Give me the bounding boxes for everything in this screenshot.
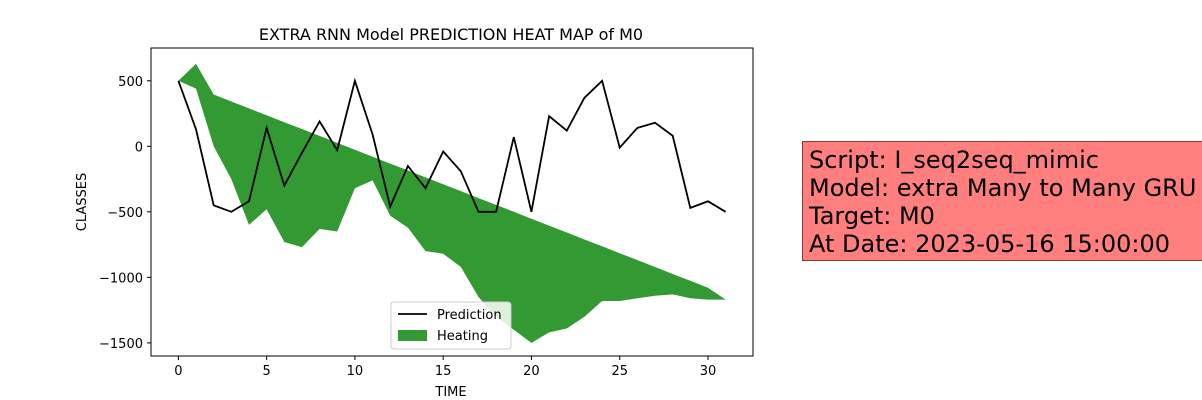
x-tick-label: 25	[611, 364, 628, 379]
info-date: At Date: 2023-05-16 15:00:00	[809, 230, 1171, 258]
info-script: Script: I_seq2seq_mimic	[809, 146, 1099, 174]
chart-title: EXTRA RNN Model PREDICTION HEAT MAP of M…	[259, 25, 643, 44]
legend-heating-label: Heating	[437, 329, 488, 344]
plot-area	[177, 63, 727, 343]
x-tick-label: 15	[435, 364, 452, 379]
legend-prediction-label: Prediction	[437, 308, 502, 323]
x-axis-label: TIME	[434, 385, 466, 400]
y-tick-label: −1500	[99, 337, 143, 352]
y-axis: 500 0 −500 −1000 −1500	[99, 75, 151, 352]
y-axis-label: CLASSES	[75, 173, 90, 231]
y-tick-label: −500	[107, 206, 143, 221]
x-tick-label: 10	[347, 364, 364, 379]
x-axis: 0 5 10 15 20 25 30	[174, 356, 716, 379]
x-tick-label: 20	[523, 364, 540, 379]
x-tick-label: 5	[262, 364, 270, 379]
y-tick-label: 0	[135, 140, 143, 155]
y-tick-label: 500	[118, 75, 143, 90]
plot-frame	[150, 47, 754, 357]
heating-area	[178, 63, 726, 343]
info-model: Model: extra Many to Many GRU	[809, 174, 1197, 202]
y-tick-label: −1000	[99, 271, 143, 286]
prediction-line	[177, 77, 727, 213]
legend: Prediction Heating	[390, 301, 512, 350]
x-tick-label: 30	[700, 364, 717, 379]
info-target: Target: M0	[809, 202, 935, 230]
info-box: Script: I_seq2seq_mimic Model: extra Man…	[802, 141, 1202, 261]
x-tick-label: 0	[174, 364, 182, 379]
legend-heating-swatch	[398, 330, 427, 341]
